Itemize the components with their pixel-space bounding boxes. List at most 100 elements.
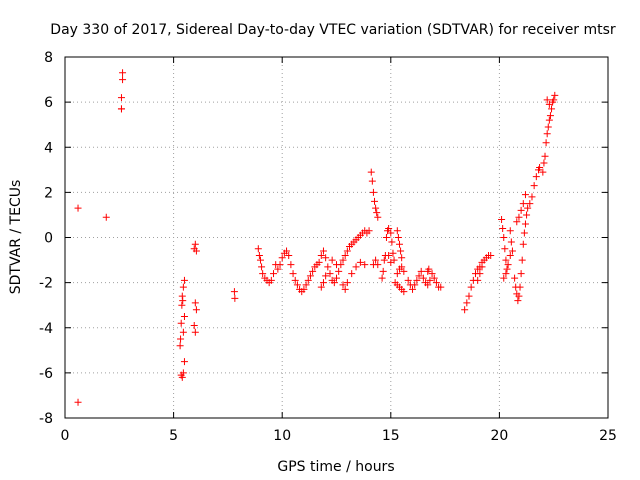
x-tick-label-3: 15 [382,428,400,444]
data-point-85 [317,283,325,291]
data-point-149 [437,283,445,291]
data-point-131 [395,240,403,248]
x-tick-label-4: 20 [490,428,508,444]
data-point-103 [374,213,382,221]
data-point-56 [304,276,312,284]
data-point-181 [511,274,519,282]
data-point-32 [255,252,263,260]
data-point-21 [179,297,187,305]
data-point-100 [371,197,379,205]
data-point-31 [254,245,262,253]
data-point-217 [543,96,551,104]
y-tick-label-4: 0 [44,231,53,247]
data-point-84 [365,227,373,235]
data-point-151 [425,265,433,273]
data-point-174 [500,274,508,282]
data-point-34 [258,263,266,271]
data-point-55 [302,281,310,289]
data-point-54 [300,285,308,293]
data-point-124 [400,288,408,296]
y-tick-label-2: -4 [39,321,53,337]
x-axis-label: GPS time / hours [277,459,394,475]
data-point-42 [274,265,282,273]
data-point-140 [417,267,425,275]
data-point-11 [178,301,186,309]
data-point-208 [542,139,550,147]
data-point-109 [380,256,388,264]
data-point-90 [339,281,347,289]
data-point-64 [322,254,330,262]
data-point-6 [119,69,127,77]
data-point-69 [333,274,340,282]
data-point-184 [514,297,522,305]
y-tick-label-1: -6 [39,366,53,382]
data-point-187 [517,270,525,278]
data-point-111 [382,234,390,241]
data-point-189 [519,240,527,248]
data-point-185 [515,292,523,300]
data-point-210 [544,123,552,131]
data-point-39 [267,276,275,284]
data-point-153 [463,299,471,307]
data-point-199 [536,164,544,172]
data-point-48 [287,261,295,269]
data-point-213 [548,105,556,113]
data-point-62 [317,252,325,260]
y-tick-label-7: 6 [44,95,53,111]
data-point-46 [283,247,291,255]
data-point-191 [521,220,529,228]
data-point-107 [378,274,386,282]
data-point-92 [343,279,351,287]
data-point-212 [546,112,554,120]
data-point-175 [502,270,510,278]
data-point-141 [419,274,427,282]
data-point-144 [426,276,434,284]
data-point-61 [315,258,323,266]
data-point-134 [404,276,412,284]
data-point-169 [499,224,507,232]
data-point-57 [306,272,314,280]
data-point-99 [369,188,377,196]
data-point-173 [503,265,511,273]
data-point-168 [498,215,506,223]
data-point-1 [74,398,82,406]
data-point-24 [192,247,200,255]
data-point-136 [409,285,417,293]
data-point-25 [191,299,199,307]
data-point-66 [326,270,334,278]
data-point-29 [230,288,238,296]
data-point-119 [387,258,395,266]
data-point-50 [291,276,299,284]
data-point-196 [530,182,538,190]
data-point-113 [385,224,393,232]
y-tick-label-3: -2 [39,276,53,292]
data-point-166 [476,270,484,278]
data-point-14 [180,276,188,284]
data-point-178 [506,227,514,235]
data-point-130 [394,234,402,241]
data-point-195 [528,193,536,201]
data-point-72 [339,256,347,264]
data-point-27 [190,321,198,329]
data-point-20 [180,312,188,320]
data-point-128 [400,267,408,275]
data-point-35 [259,270,267,278]
x-tick-label-5: 25 [599,428,617,444]
data-point-33 [256,256,264,264]
data-point-215 [550,96,558,104]
data-point-143 [424,281,432,289]
grid-lines [65,57,608,418]
data-point-106 [374,261,382,269]
data-point-101 [372,204,380,212]
data-point-5 [119,76,127,84]
data-point-114 [387,229,395,237]
data-point-118 [385,252,393,260]
data-point-186 [516,283,524,291]
data-point-129 [393,227,401,235]
data-point-200 [513,218,521,226]
data-point-211 [545,116,553,124]
data-point-23 [191,240,199,248]
data-point-4 [117,94,125,102]
data-point-179 [507,238,515,246]
